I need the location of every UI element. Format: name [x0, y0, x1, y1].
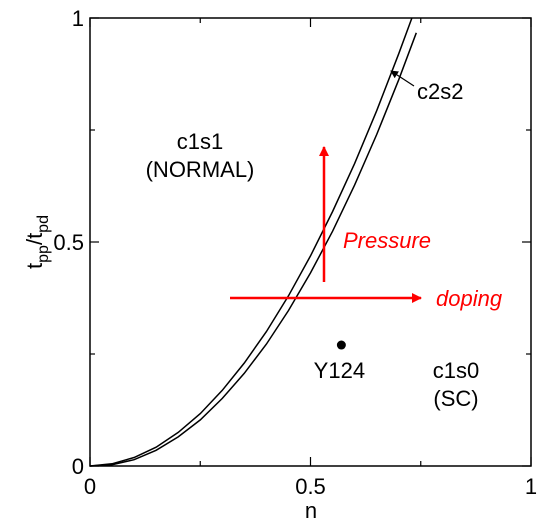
annotation-sc: (SC) — [433, 386, 478, 411]
annotation-doping: doping — [436, 286, 503, 311]
tick-marks — [89, 17, 532, 467]
c2s2-pointer-arrow — [390, 70, 415, 87]
data-point-y124 — [336, 340, 346, 350]
y-axis-label: tpp/tpd — [22, 215, 52, 269]
boundary-curves — [89, 17, 418, 467]
x-axis-label: n — [305, 498, 317, 523]
annotation-c1s1: c1s1 — [177, 129, 223, 154]
annotation-c2s2: c2s2 — [417, 79, 463, 104]
y-axis-label-slash: /t — [22, 233, 47, 245]
x-tick-label: 0 — [84, 474, 96, 499]
y-tick-label: 0 — [72, 454, 84, 479]
tick-labels: 0 0.5 1 0 0.5 1 — [53, 6, 537, 499]
y-axis-label-main: t — [22, 263, 47, 269]
annotation-c1s0: c1s0 — [433, 358, 479, 383]
y-axis-label-sub2: pd — [35, 215, 52, 233]
annotation-pressure: Pressure — [343, 228, 431, 253]
boundary-curve-2 — [89, 32, 418, 467]
x-tick-label: 1 — [525, 474, 537, 499]
x-tick-label: 0.5 — [295, 474, 326, 499]
data-points: Y124 — [314, 340, 365, 383]
annotation-normal: (NORMAL) — [146, 157, 255, 182]
y-axis-label-sub1: pp — [35, 245, 52, 263]
data-point-label: Y124 — [314, 358, 365, 383]
y-tick-label: 1 — [72, 6, 84, 31]
boundary-curve-1 — [89, 17, 413, 467]
y-tick-label: 0.5 — [53, 230, 84, 255]
